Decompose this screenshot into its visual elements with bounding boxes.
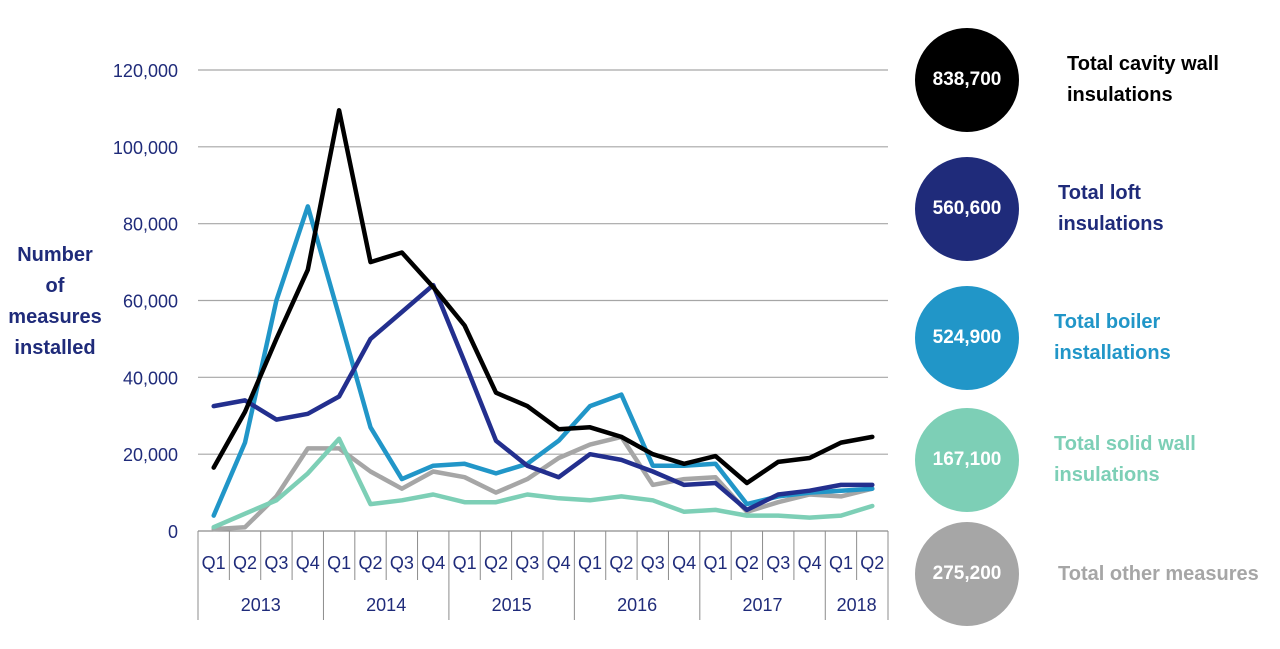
x-tick-label: Q1 [829,553,853,573]
x-year-label: 2014 [366,595,406,615]
x-tick-label: Q1 [202,553,226,573]
legend-label: Total other measures [1058,559,1259,590]
x-tick-label: Q2 [233,553,257,573]
legend-total-bubble: 167,100 [915,408,1019,512]
legend-label-line: Total solid wall [1054,433,1196,455]
legend-label-line: insulations [1067,84,1173,106]
x-tick-label: Q2 [735,553,759,573]
legend-total-bubble: 560,600 [915,157,1019,261]
x-tick-label: Q2 [860,553,884,573]
legend-total-bubble: 524,900 [915,286,1019,390]
x-tick-label: Q3 [515,553,539,573]
legend-label: Total boiler installations [1054,307,1171,369]
legend-label-line: Total loft [1058,182,1141,204]
x-year-label: 2018 [837,595,877,615]
y-tick-label: 20,000 [123,445,178,465]
legend-label: Total loft insulations [1058,178,1164,240]
x-year-label: 2016 [617,595,657,615]
x-tick-label: Q3 [390,553,414,573]
x-tick-label: Q1 [327,553,351,573]
x-axis: Q1 Q2 Q3 Q4 Q1 Q2 Q3 Q4 Q1 Q2 Q3 Q4 Q1 Q2 Q3 Q4 Q1 Q2 Q3 Q4… [197,531,889,620]
x-tick-label: Q3 [641,553,665,573]
series-line-total-loft-insulations [211,282,875,513]
series-line-total-solid-wall-insulations [211,436,875,530]
legend-label-line: Total boiler [1054,311,1161,333]
x-tick-label: Q4 [547,553,571,573]
x-tick-label: Q4 [296,553,320,573]
y-axis-label-line: of [45,275,65,297]
y-axis-tick-labels: 0 20,000 40,000 60,000 80,000 100,000 120,000 [113,61,178,542]
legend-label: Total cavity wall insulations [1067,49,1219,111]
x-tick-label: Q4 [798,553,822,573]
legend-total-bubble: 275,200 [915,522,1019,626]
legend-label-line: insulations [1054,464,1160,486]
series-line-total-cavity-wall-insulations [211,108,875,486]
y-tick-label: 100,000 [113,138,178,158]
legend-label-line: Total other measures [1058,562,1259,585]
y-axis-label: Number of measures installed [0,240,110,364]
x-tick-label: Q1 [453,553,477,573]
x-year-label: 2013 [241,595,281,615]
series-line-total-other-measures [211,434,875,532]
x-tick-label: Q2 [358,553,382,573]
x-tick-label: Q1 [703,553,727,573]
y-tick-label: 0 [168,522,178,542]
x-tick-label: Q1 [578,553,602,573]
x-tick-label: Q3 [264,553,288,573]
series-lines [211,108,875,532]
y-tick-label: 120,000 [113,61,178,81]
x-tick-label: Q3 [766,553,790,573]
x-tick-label: Q4 [421,553,445,573]
x-tick-label: Q2 [609,553,633,573]
x-tick-label: Q4 [672,553,696,573]
legend-label-line: insulations [1058,213,1164,235]
legend-label-line: installations [1054,342,1171,364]
y-axis-label-line: measures [8,306,102,328]
y-axis-label-line: installed [14,337,96,359]
y-tick-label: 60,000 [123,292,178,312]
y-tick-label: 80,000 [123,215,178,235]
legend-label: Total solid wall insulations [1054,429,1196,491]
y-axis-label-line: Number [17,244,93,266]
y-tick-label: 40,000 [123,368,178,388]
legend-total-bubble: 838,700 [915,28,1019,132]
x-tick-label: Q2 [484,553,508,573]
x-year-label: 2015 [492,595,532,615]
x-year-label: 2017 [743,595,783,615]
legend-label-line: Total cavity wall [1067,53,1219,75]
